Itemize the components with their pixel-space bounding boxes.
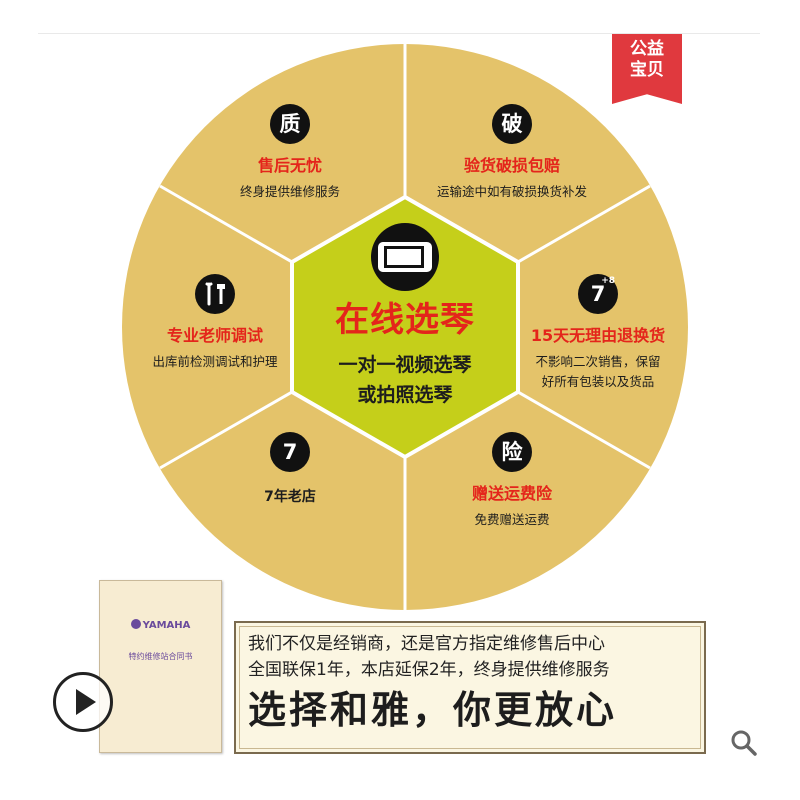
damage-badge-icon: 破	[492, 104, 532, 144]
segment-title: 15天无理由退换货	[530, 326, 666, 345]
segment-damage-compensation: 破 验货破损包赔 运输途中如有破损换货补发	[412, 104, 612, 202]
segment-professional-tuning: 专业老师调试 出库前检测调试和护理	[130, 274, 300, 372]
segment-title: 专业老师调试	[166, 326, 263, 345]
certificate-title: 特约维修站合同书	[128, 652, 193, 661]
play-video-button[interactable]	[53, 672, 113, 732]
segment-title: 验货破损包赔	[463, 156, 560, 175]
segment-title: 售后无忧	[257, 156, 322, 175]
days-badge-number: 7	[590, 282, 606, 306]
center-hexagon	[290, 194, 520, 460]
segment-after-sales: 质 售后无忧 终身提供维修服务	[190, 104, 390, 202]
certificate-brand: YAMAHA	[100, 619, 221, 631]
phone-icon	[371, 223, 439, 291]
play-icon	[76, 689, 96, 715]
tools-icon	[195, 274, 235, 314]
segment-old-store: 7 7年老店	[190, 432, 390, 506]
segment-desc: 不影响二次销售，保留 好所有包装以及货品	[505, 352, 691, 392]
days-badge-sup: +8	[601, 276, 615, 286]
segment-title: 7年老店	[264, 489, 316, 505]
charity-badge-line1: 公益	[630, 39, 664, 59]
charity-badge-line2: 宝贝	[630, 60, 664, 80]
segment-title: 赠送运费险	[471, 484, 552, 503]
quality-badge-icon: 质	[270, 104, 310, 144]
days-badge-icon: 7 +8	[578, 274, 618, 314]
notice-line-2: 全国联保1年，本店延保2年，终身提供维修服务	[248, 660, 610, 680]
charity-badge: 公益 宝贝	[612, 34, 682, 104]
segment-desc-line-1: 不影响二次销售，保留	[535, 354, 661, 369]
notice-slogan: 选择和雅，你更放心	[248, 688, 618, 732]
top-divider	[38, 33, 760, 34]
segment-desc: 免费赠送运费	[474, 512, 550, 527]
warranty-certificate-image: YAMAHA 特约维修站合同书	[99, 580, 222, 753]
center-line-1: 一对一视频选琴	[338, 354, 472, 376]
segment-desc: 终身提供维修服务	[239, 184, 340, 199]
years-badge-icon: 7	[270, 432, 310, 472]
notice-line-1: 我们不仅是经销商，还是官方指定维修售后中心	[248, 634, 605, 654]
segment-return-policy: 7 +8 15天无理由退换货 不影响二次销售，保留 好所有包装以及货品	[505, 274, 691, 392]
certificate-brand-text: YAMAHA	[142, 620, 191, 631]
service-notice: 我们不仅是经销商，还是官方指定维修售后中心 全国联保1年，本店延保2年，终身提供…	[234, 621, 706, 754]
segment-desc: 运输途中如有破损换货补发	[436, 184, 587, 199]
segment-desc: 出库前检测调试和护理	[152, 354, 278, 369]
center-title: 在线选琴	[335, 300, 475, 340]
center-line-2: 或拍照选琴	[357, 384, 453, 406]
yamaha-logo-icon	[130, 619, 141, 629]
segment-desc-line-2: 好所有包装以及货品	[541, 374, 655, 389]
segment-shipping-insurance: 险 赠送运费险 免费赠送运费	[412, 432, 612, 530]
insurance-badge-icon: 险	[492, 432, 532, 472]
service-wheel	[122, 44, 688, 610]
search-icon[interactable]	[728, 727, 760, 759]
